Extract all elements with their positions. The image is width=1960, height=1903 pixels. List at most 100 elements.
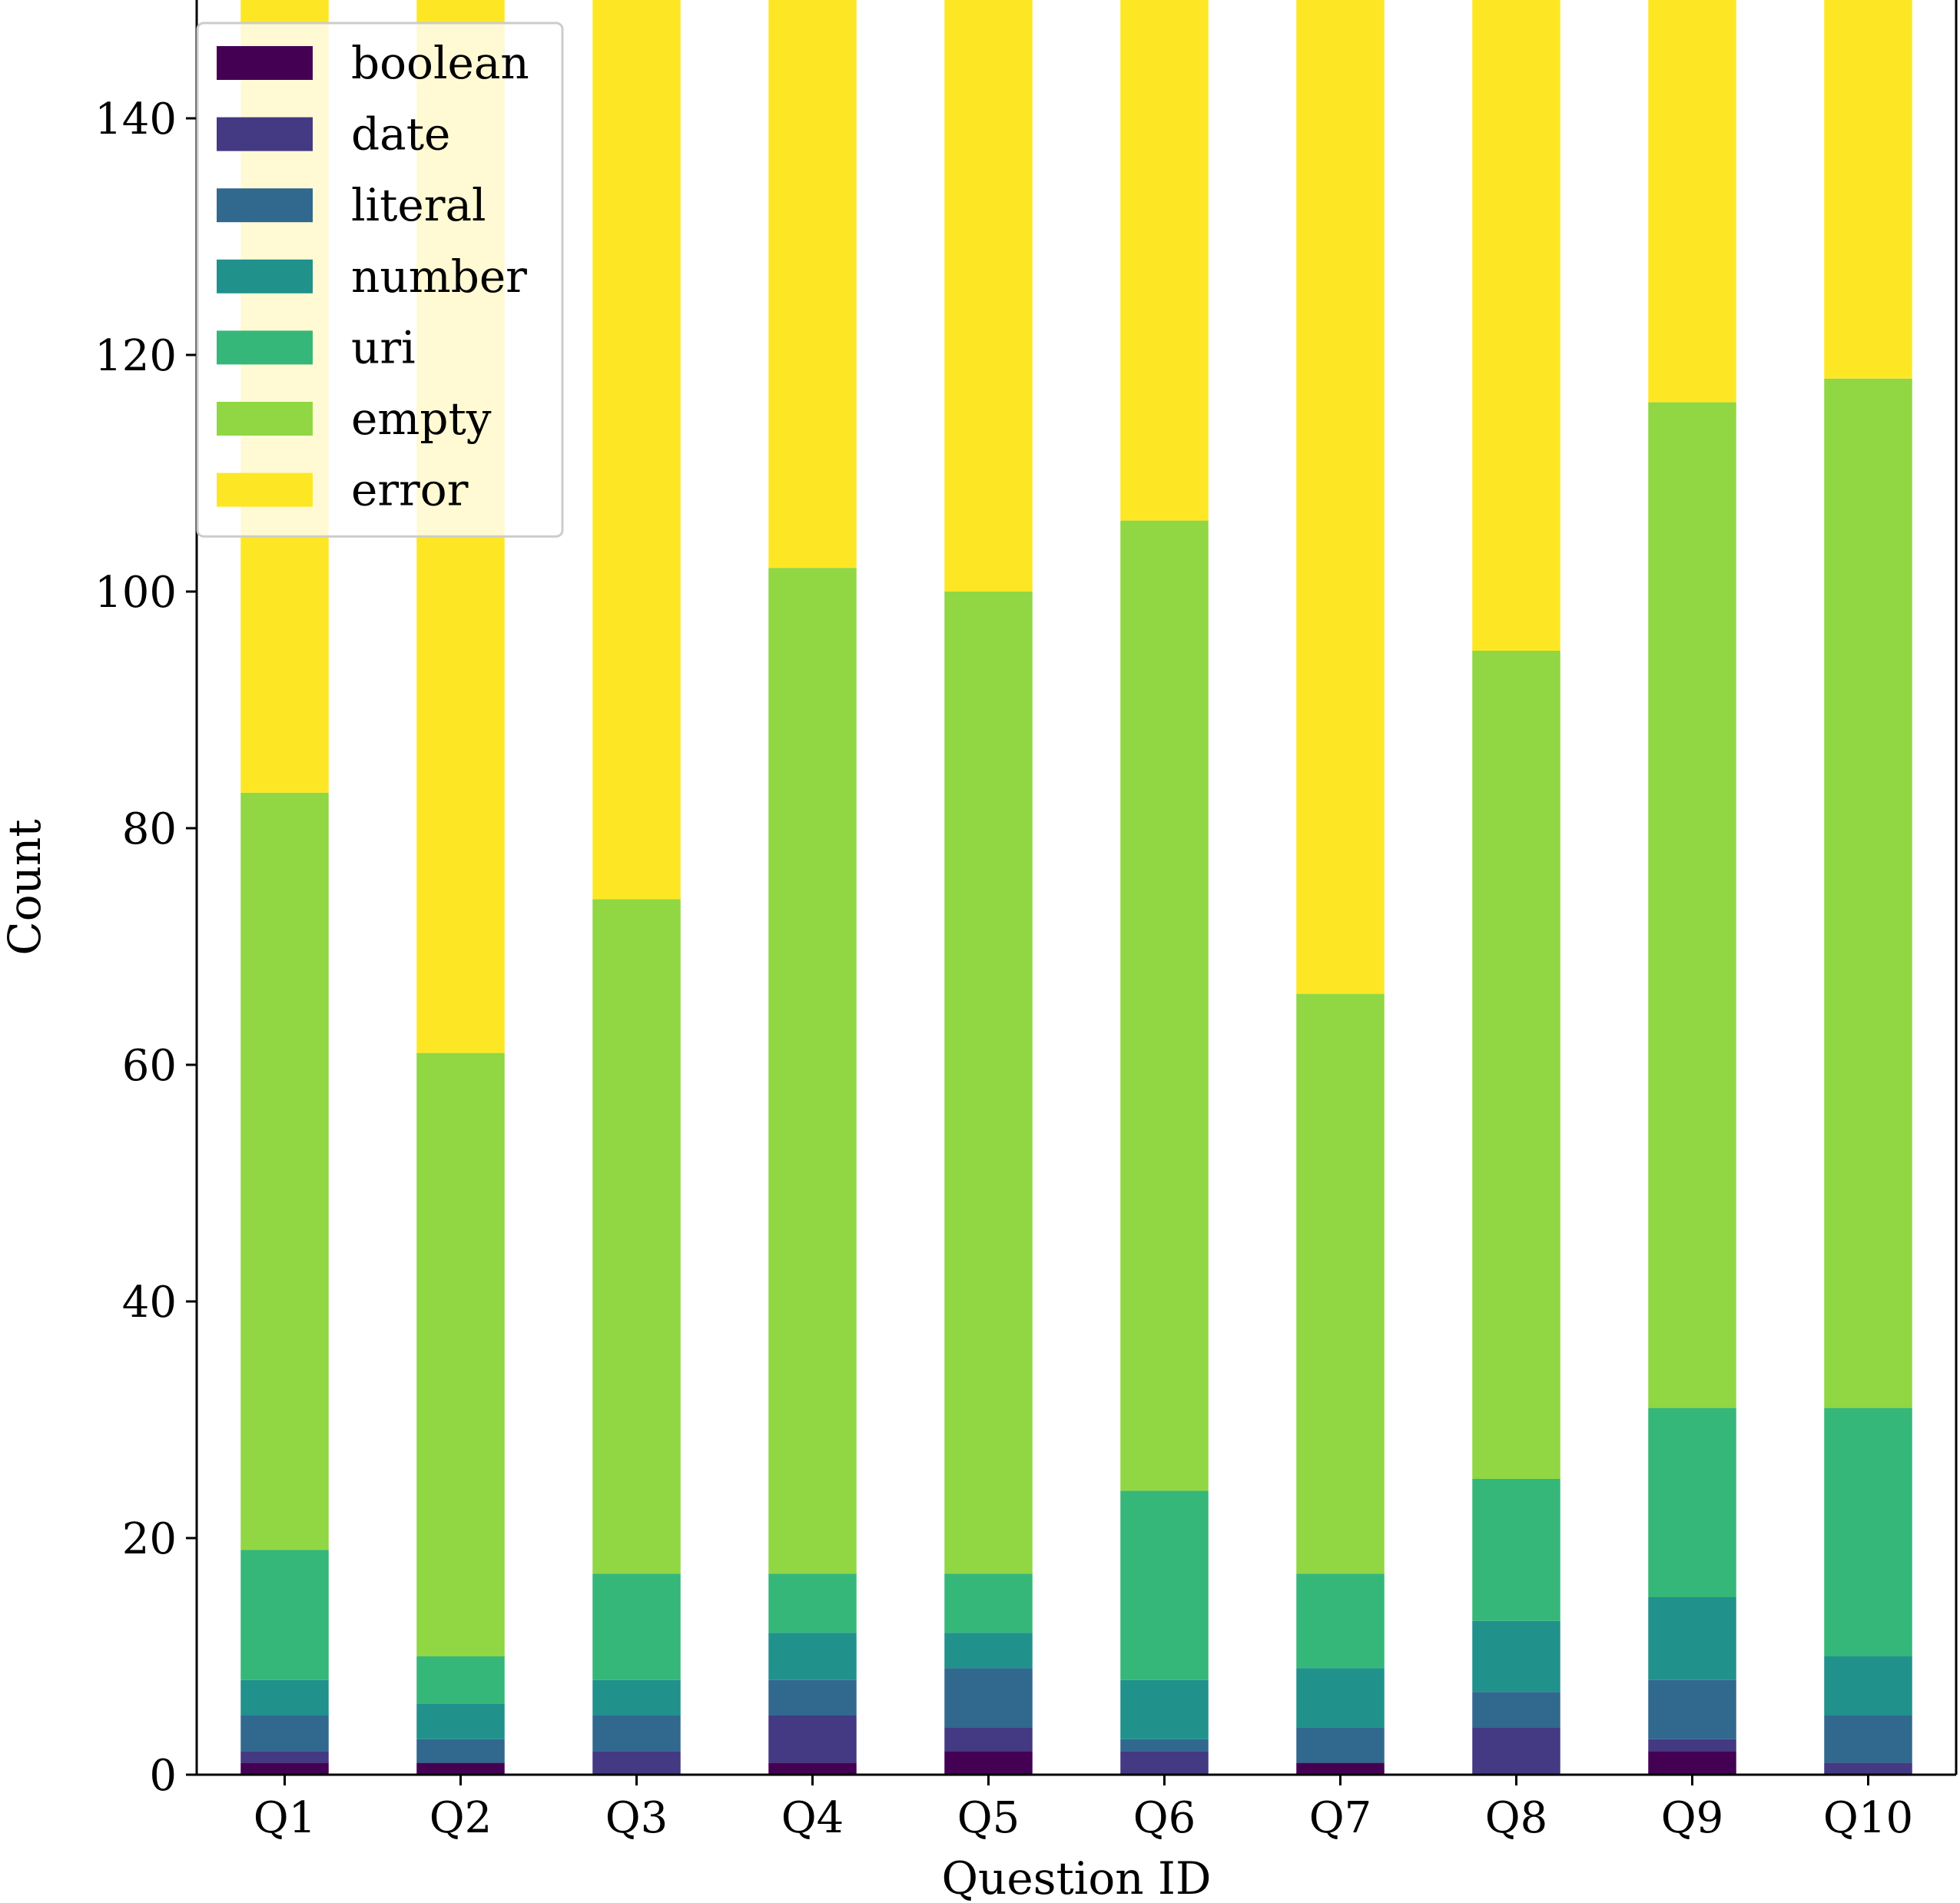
bar-segment-uri-q7 [1296, 1573, 1385, 1669]
bar-segment-uri-q9 [1648, 1407, 1736, 1597]
bar-segment-literal-q1 [240, 1716, 329, 1752]
y-tick-label: 0 [149, 1751, 177, 1801]
bar-segment-boolean-q2 [416, 1762, 505, 1775]
bar-segment-literal-q6 [1120, 1739, 1209, 1752]
legend-swatch-date [217, 117, 313, 151]
bar-segment-uri-q3 [592, 1573, 681, 1680]
bar-segment-number-q3 [592, 1679, 681, 1716]
legend-label-empty: empty [351, 393, 492, 445]
x-tick-label: Q10 [1823, 1793, 1913, 1843]
y-tick-label: 60 [122, 1041, 177, 1091]
bar-segment-boolean-q7 [1296, 1762, 1385, 1775]
bar-segment-empty-q7 [1296, 993, 1385, 1574]
bar-segment-empty-q6 [1120, 520, 1209, 1491]
x-tick-label: Q2 [429, 1793, 492, 1843]
bar-segment-error-q5 [944, 0, 1033, 592]
bar-segment-empty-q4 [768, 568, 857, 1574]
bar-segment-number-q5 [944, 1633, 1033, 1669]
legend-label-date: date [351, 108, 450, 161]
bar-segment-number-q1 [240, 1679, 329, 1716]
y-tick-label: 100 [95, 568, 177, 618]
x-tick-label: Q9 [1661, 1793, 1724, 1843]
bar-segment-number-q6 [1120, 1679, 1209, 1739]
x-tick-label: Q1 [254, 1793, 317, 1843]
y-tick-label: 120 [95, 331, 177, 381]
legend-label-boolean: boolean [351, 37, 529, 89]
y-tick-label: 20 [122, 1514, 177, 1564]
bar-segment-uri-q10 [1824, 1407, 1912, 1656]
y-axis-label: Count [0, 819, 51, 955]
bar-segment-empty-q9 [1648, 402, 1736, 1408]
bar-segment-literal-q7 [1296, 1727, 1385, 1763]
legend: boolean date literal number uri empty error [196, 22, 564, 538]
bar-segment-date-q1 [240, 1751, 329, 1763]
x-tick-label: Q5 [957, 1793, 1020, 1843]
bar-segment-error-q3 [592, 0, 681, 900]
bar-segment-date-q10 [1824, 1762, 1912, 1775]
bar-segment-error-q10 [1824, 0, 1912, 379]
bar-segment-number-q7 [1296, 1668, 1385, 1728]
bar-segment-boolean-q4 [768, 1762, 857, 1775]
legend-swatch-error [217, 472, 313, 507]
bar-segment-number-q4 [768, 1633, 857, 1680]
bar-segment-error-q7 [1296, 0, 1385, 994]
bar-segment-literal-q4 [768, 1679, 857, 1716]
bar-segment-empty-q8 [1472, 651, 1560, 1479]
x-tick-label: Q3 [605, 1793, 668, 1843]
bar-segment-literal-q9 [1648, 1679, 1736, 1739]
bar-segment-uri-q6 [1120, 1490, 1209, 1680]
bar-segment-number-q8 [1472, 1620, 1560, 1692]
y-tick-label: 140 [95, 94, 177, 144]
bar-segment-date-q3 [592, 1751, 681, 1775]
bar-segment-uri-q5 [944, 1573, 1033, 1633]
bar-segment-empty-q3 [592, 899, 681, 1574]
bar-segment-literal-q3 [592, 1716, 681, 1752]
y-tick-label: 80 [122, 804, 177, 854]
bar-segment-empty-q2 [416, 1053, 505, 1656]
legend-label-number: number [351, 250, 527, 303]
bar-segment-date-q4 [768, 1716, 857, 1763]
bar-segment-uri-q4 [768, 1573, 857, 1633]
bar-segment-number-q9 [1648, 1597, 1736, 1680]
legend-swatch-boolean [217, 46, 313, 80]
bar-segment-date-q5 [944, 1727, 1033, 1752]
bar-segment-error-q4 [768, 0, 857, 569]
bar-segment-uri-q8 [1472, 1479, 1560, 1621]
bar-segment-date-q6 [1120, 1751, 1209, 1775]
bar-segment-number-q10 [1824, 1656, 1912, 1716]
bar-segment-empty-q10 [1824, 378, 1912, 1408]
bar-segment-uri-q1 [240, 1550, 329, 1680]
bars-layer [240, 0, 1912, 1775]
x-axis-label: Question ID [942, 1852, 1212, 1903]
legend-label-uri: uri [351, 321, 416, 373]
bar-segment-number-q2 [416, 1703, 505, 1739]
x-tick-label: Q4 [781, 1793, 844, 1843]
bar-segment-literal-q2 [416, 1739, 505, 1763]
legend-label-literal: literal [351, 179, 486, 231]
bar-segment-literal-q8 [1472, 1692, 1560, 1728]
bar-segment-empty-q1 [240, 792, 329, 1550]
legend-swatch-empty [217, 402, 313, 436]
bar-segment-empty-q5 [944, 592, 1033, 1574]
legend-label-error: error [351, 464, 469, 516]
bar-segment-error-q9 [1648, 0, 1736, 403]
bar-segment-literal-q10 [1824, 1716, 1912, 1763]
legend-swatch-literal [217, 188, 313, 223]
bar-segment-boolean-q1 [240, 1762, 329, 1775]
legend-swatch-number [217, 259, 313, 293]
x-tick-label: Q6 [1133, 1793, 1196, 1843]
bar-segment-date-q8 [1472, 1727, 1560, 1775]
x-tick-label: Q8 [1485, 1793, 1548, 1843]
bar-segment-boolean-q5 [944, 1751, 1033, 1775]
bar-segment-error-q6 [1120, 0, 1209, 521]
y-tick-label: 40 [122, 1278, 177, 1328]
bar-segment-uri-q2 [416, 1656, 505, 1704]
bar-segment-date-q9 [1648, 1739, 1736, 1752]
x-tick-label: Q7 [1309, 1793, 1372, 1843]
bar-segment-error-q8 [1472, 0, 1560, 651]
legend-swatch-uri [217, 330, 313, 365]
bar-segment-literal-q5 [944, 1668, 1033, 1728]
